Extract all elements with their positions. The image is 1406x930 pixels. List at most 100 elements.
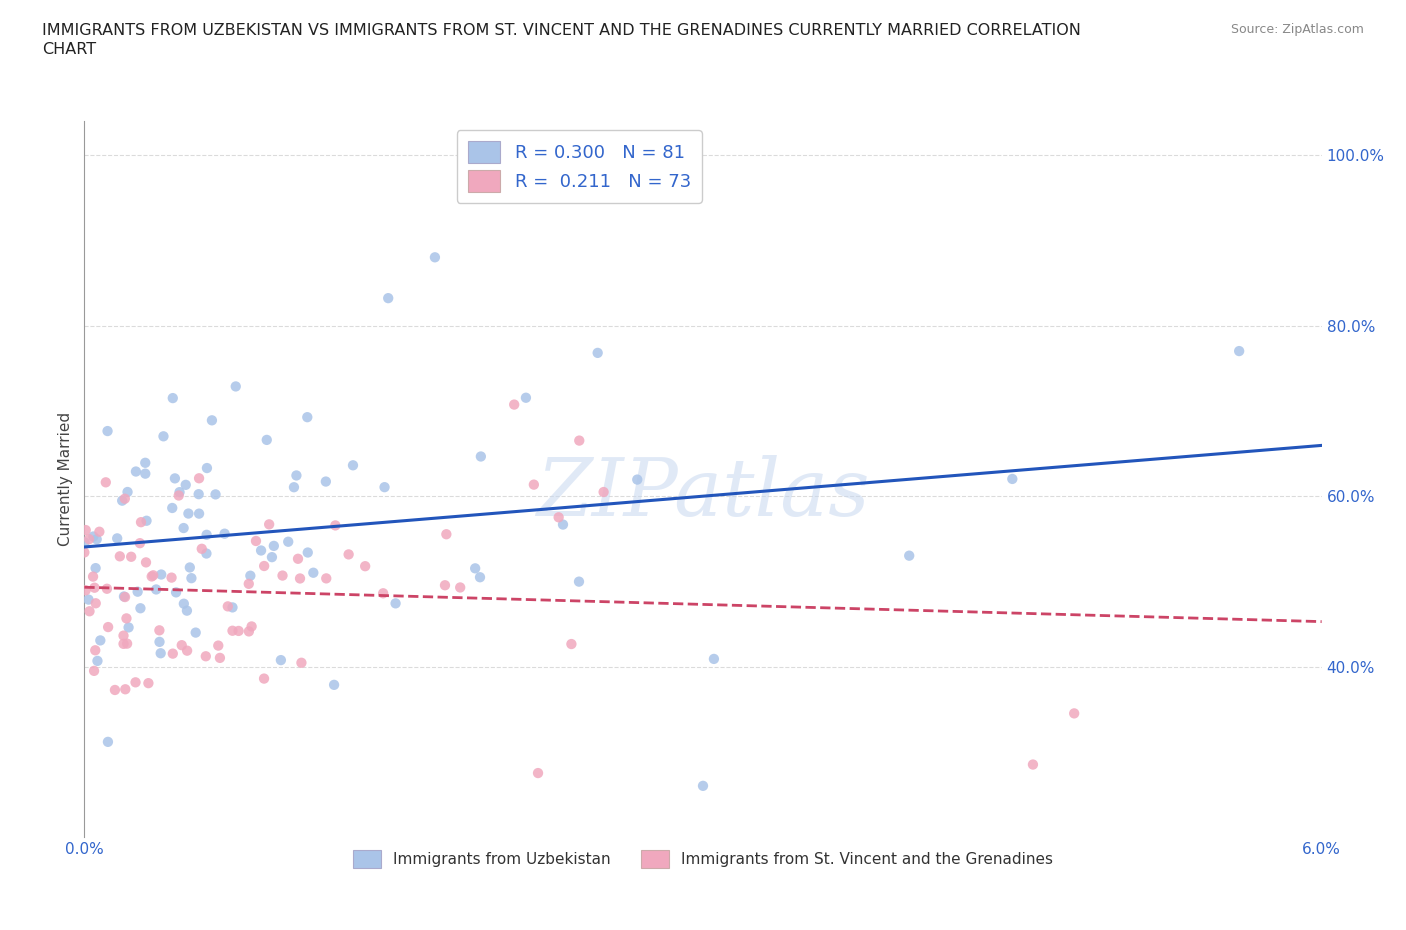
Point [152,429,174,444]
Point [315,571,337,586]
Point [170,638,193,653]
Point [297,545,319,560]
Point [449,580,471,595]
Point [115,636,138,651]
Point [179,560,201,575]
Point [1001,472,1024,486]
Point [79,604,101,618]
Y-axis label: Currently Married: Currently Married [58,412,73,546]
Point [89,525,111,539]
Text: IMMIGRANTS FROM UZBEKISTAN VS IMMIGRANTS FROM ST. VINCENT AND THE GRENADINES CUR: IMMIGRANTS FROM UZBEKISTAN VS IMMIGRANTS… [42,23,1081,38]
Point [377,291,399,306]
Point [141,569,163,584]
Point [221,600,243,615]
Point [184,625,207,640]
Point [240,619,263,634]
Point [423,250,446,265]
Point [626,472,648,487]
Point [117,620,139,635]
Point [104,683,127,698]
Point [433,578,456,592]
Point [135,555,157,570]
Text: ZIPatlas: ZIPatlas [536,455,870,532]
Point [73,535,96,550]
Point [204,487,226,502]
Point [83,663,105,678]
Point [195,460,218,475]
Point [277,535,299,550]
Point [176,604,198,618]
Point [169,485,191,499]
Point [83,580,105,595]
Point [86,532,108,547]
Text: Source: ZipAtlas.com: Source: ZipAtlas.com [1230,23,1364,36]
Point [105,531,128,546]
Point [337,547,360,562]
Point [127,584,149,599]
Point [470,449,492,464]
Point [73,545,96,560]
Point [354,559,377,574]
Point [290,656,312,671]
Point [150,567,173,582]
Point [373,586,395,601]
Point [114,491,136,506]
Point [149,645,172,660]
Point [207,638,229,653]
Point [191,541,214,556]
Point [94,475,117,490]
Point [271,568,294,583]
Point [129,514,152,529]
Point [134,466,156,481]
Point [315,474,337,489]
Point [162,646,184,661]
Point [464,561,486,576]
Point [97,619,120,634]
Point [325,518,347,533]
Point [124,675,146,690]
Point [374,480,396,495]
Point [257,517,280,532]
Point [297,410,319,425]
Point [253,671,276,686]
Point [568,574,591,589]
Point [285,468,308,483]
Point [187,486,209,501]
Point [174,477,197,492]
Point [547,510,569,525]
Point [117,485,139,499]
Point [256,432,278,447]
Point [250,543,273,558]
Text: CHART: CHART [42,42,96,57]
Point [253,559,276,574]
Point [129,536,152,551]
Point [201,413,224,428]
Point [125,464,148,479]
Point [188,506,211,521]
Point [263,538,285,553]
Point [260,550,283,565]
Point [523,477,546,492]
Point [217,599,239,614]
Point [82,529,104,544]
Point [114,590,136,604]
Point [228,623,250,638]
Point [142,568,165,583]
Point [84,596,107,611]
Point [89,633,111,648]
Point [160,570,183,585]
Point [239,568,262,583]
Point [225,379,247,394]
Point [560,637,582,652]
Legend: Immigrants from Uzbekistan, Immigrants from St. Vincent and the Grenadines: Immigrants from Uzbekistan, Immigrants f… [346,842,1060,876]
Point [173,521,195,536]
Point [195,546,218,561]
Point [145,582,167,597]
Point [135,513,157,528]
Point [245,534,267,549]
Point [503,397,526,412]
Point [238,577,260,591]
Point [112,628,135,643]
Point [515,391,537,405]
Point [77,532,100,547]
